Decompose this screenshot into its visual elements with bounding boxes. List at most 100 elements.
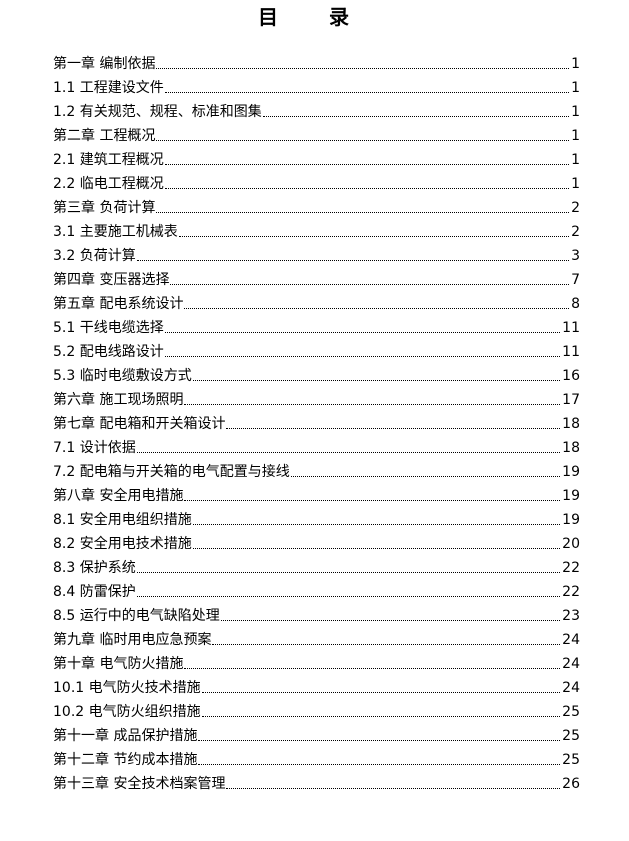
toc-entry-label: 1.1 工程建设文件 (53, 80, 164, 96)
dot-leader (198, 764, 561, 765)
dot-leader (201, 716, 561, 717)
dot-leader (164, 92, 570, 93)
toc-entry[interactable]: 7.2 配电箱与开关箱的电气配置与接线 19 (53, 458, 580, 482)
toc-entry[interactable]: 第十一章 成品保护措施 25 (53, 722, 580, 746)
toc-entry-page: 24 (562, 680, 580, 696)
table-of-contents: 第一章 编制依据 1 1.1 工程建设文件 1 1.2 有关规范、规程、标准和图集 1 第二… (53, 50, 580, 794)
toc-entry-page: 8 (571, 296, 580, 312)
toc-entry-page: 20 (562, 536, 580, 552)
toc-entry-label: 8.4 防雷保护 (53, 584, 136, 600)
toc-entry[interactable]: 第三章 负荷计算 2 (53, 194, 580, 218)
toc-entry-label: 第十一章 成品保护措施 (53, 728, 198, 744)
toc-entry-label: 第七章 配电箱和开关箱设计 (53, 416, 226, 432)
dot-leader (184, 308, 570, 309)
toc-entry[interactable]: 1.1 工程建设文件 1 (53, 74, 580, 98)
toc-entry-page: 7 (571, 272, 580, 288)
dot-leader (136, 452, 561, 453)
toc-entry[interactable]: 10.1 电气防火技术措施 24 (53, 674, 580, 698)
toc-entry-page: 24 (562, 656, 580, 672)
toc-entry[interactable]: 5.2 配电线路设计 11 (53, 338, 580, 362)
dot-leader (136, 572, 561, 573)
toc-entry-label: 7.1 设计依据 (53, 440, 136, 456)
toc-entry-label: 8.2 安全用电技术措施 (53, 536, 192, 552)
toc-entry[interactable]: 3.1 主要施工机械表 2 (53, 218, 580, 242)
toc-entry-label: 7.2 配电箱与开关箱的电气配置与接线 (53, 464, 290, 480)
toc-entry[interactable]: 3.2 负荷计算 3 (53, 242, 580, 266)
dot-leader (220, 620, 561, 621)
toc-entry-label: 第四章 变压器选择 (53, 272, 170, 288)
toc-entry-label: 3.1 主要施工机械表 (53, 224, 178, 240)
toc-entry-label: 10.2 电气防火组织措施 (53, 704, 201, 720)
toc-entry-page: 3 (571, 248, 580, 264)
toc-entry[interactable]: 8.5 运行中的电气缺陷处理 23 (53, 602, 580, 626)
toc-entry-label: 5.3 临时电缆敷设方式 (53, 368, 192, 384)
toc-entry[interactable]: 第五章 配电系统设计 8 (53, 290, 580, 314)
dot-leader (192, 524, 561, 525)
toc-entry-label: 第十章 电气防火措施 (53, 656, 184, 672)
toc-entry[interactable]: 第六章 施工现场照明 17 (53, 386, 580, 410)
dot-leader (164, 188, 570, 189)
toc-entry-label: 3.2 负荷计算 (53, 248, 136, 264)
toc-entry-page: 25 (562, 752, 580, 768)
toc-entry[interactable]: 第一章 编制依据 1 (53, 50, 580, 74)
toc-entry-page: 25 (562, 704, 580, 720)
toc-entry-page: 1 (571, 56, 580, 72)
dot-leader (184, 668, 561, 669)
toc-entry[interactable]: 第十三章 安全技术档案管理 26 (53, 770, 580, 794)
dot-leader (290, 476, 561, 477)
toc-entry-page: 25 (562, 728, 580, 744)
toc-entry-page: 19 (562, 488, 580, 504)
toc-entry-label: 5.1 干线电缆选择 (53, 320, 164, 336)
toc-entry-label: 第六章 施工现场照明 (53, 392, 184, 408)
dot-leader (170, 284, 570, 285)
dot-leader (212, 644, 561, 645)
toc-entry[interactable]: 第八章 安全用电措施 19 (53, 482, 580, 506)
toc-entry-label: 第二章 工程概况 (53, 128, 156, 144)
dot-leader (262, 116, 570, 117)
dot-leader (226, 428, 561, 429)
dot-leader (184, 500, 561, 501)
toc-entry-page: 16 (562, 368, 580, 384)
toc-entry-label: 第三章 负荷计算 (53, 200, 156, 216)
dot-leader (184, 404, 561, 405)
toc-entry[interactable]: 5.1 干线电缆选择 11 (53, 314, 580, 338)
toc-entry[interactable]: 8.1 安全用电组织措施 19 (53, 506, 580, 530)
toc-entry-page: 17 (562, 392, 580, 408)
toc-entry[interactable]: 第七章 配电箱和开关箱设计 18 (53, 410, 580, 434)
dot-leader (156, 140, 570, 141)
toc-entry[interactable]: 8.3 保护系统 22 (53, 554, 580, 578)
toc-entry[interactable]: 10.2 电气防火组织措施 25 (53, 698, 580, 722)
toc-entry-label: 8.1 安全用电组织措施 (53, 512, 192, 528)
toc-entry-page: 1 (571, 128, 580, 144)
dot-leader (164, 164, 570, 165)
toc-entry-page: 24 (562, 632, 580, 648)
dot-leader (136, 596, 561, 597)
toc-entry-label: 第五章 配电系统设计 (53, 296, 184, 312)
toc-entry[interactable]: 8.4 防雷保护 22 (53, 578, 580, 602)
toc-entry-label: 1.2 有关规范、规程、标准和图集 (53, 104, 262, 120)
toc-entry[interactable]: 第十二章 节约成本措施 25 (53, 746, 580, 770)
page-title: 目 录 (258, 5, 371, 29)
toc-entry-label: 第十二章 节约成本措施 (53, 752, 198, 768)
dot-leader (198, 740, 561, 741)
dot-leader (164, 332, 561, 333)
dot-leader (156, 212, 570, 213)
toc-entry[interactable]: 7.1 设计依据 18 (53, 434, 580, 458)
toc-entry-label: 2.2 临电工程概况 (53, 176, 164, 192)
toc-entry-page: 18 (562, 416, 580, 432)
toc-entry[interactable]: 2.2 临电工程概况 1 (53, 170, 580, 194)
dot-leader (156, 68, 570, 69)
toc-entry-page: 22 (562, 560, 580, 576)
toc-entry[interactable]: 第二章 工程概况 1 (53, 122, 580, 146)
toc-entry[interactable]: 1.2 有关规范、规程、标准和图集 1 (53, 98, 580, 122)
toc-entry[interactable]: 第四章 变压器选择 7 (53, 266, 580, 290)
toc-entry[interactable]: 8.2 安全用电技术措施 20 (53, 530, 580, 554)
toc-entry-label: 第一章 编制依据 (53, 56, 156, 72)
toc-entry[interactable]: 第九章 临时用电应急预案 24 (53, 626, 580, 650)
toc-entry[interactable]: 5.3 临时电缆敷设方式 16 (53, 362, 580, 386)
dot-leader (178, 236, 570, 237)
toc-entry[interactable]: 2.1 建筑工程概况 1 (53, 146, 580, 170)
toc-entry-label: 第九章 临时用电应急预案 (53, 632, 212, 648)
toc-entry[interactable]: 第十章 电气防火措施 24 (53, 650, 580, 674)
toc-entry-page: 26 (562, 776, 580, 792)
